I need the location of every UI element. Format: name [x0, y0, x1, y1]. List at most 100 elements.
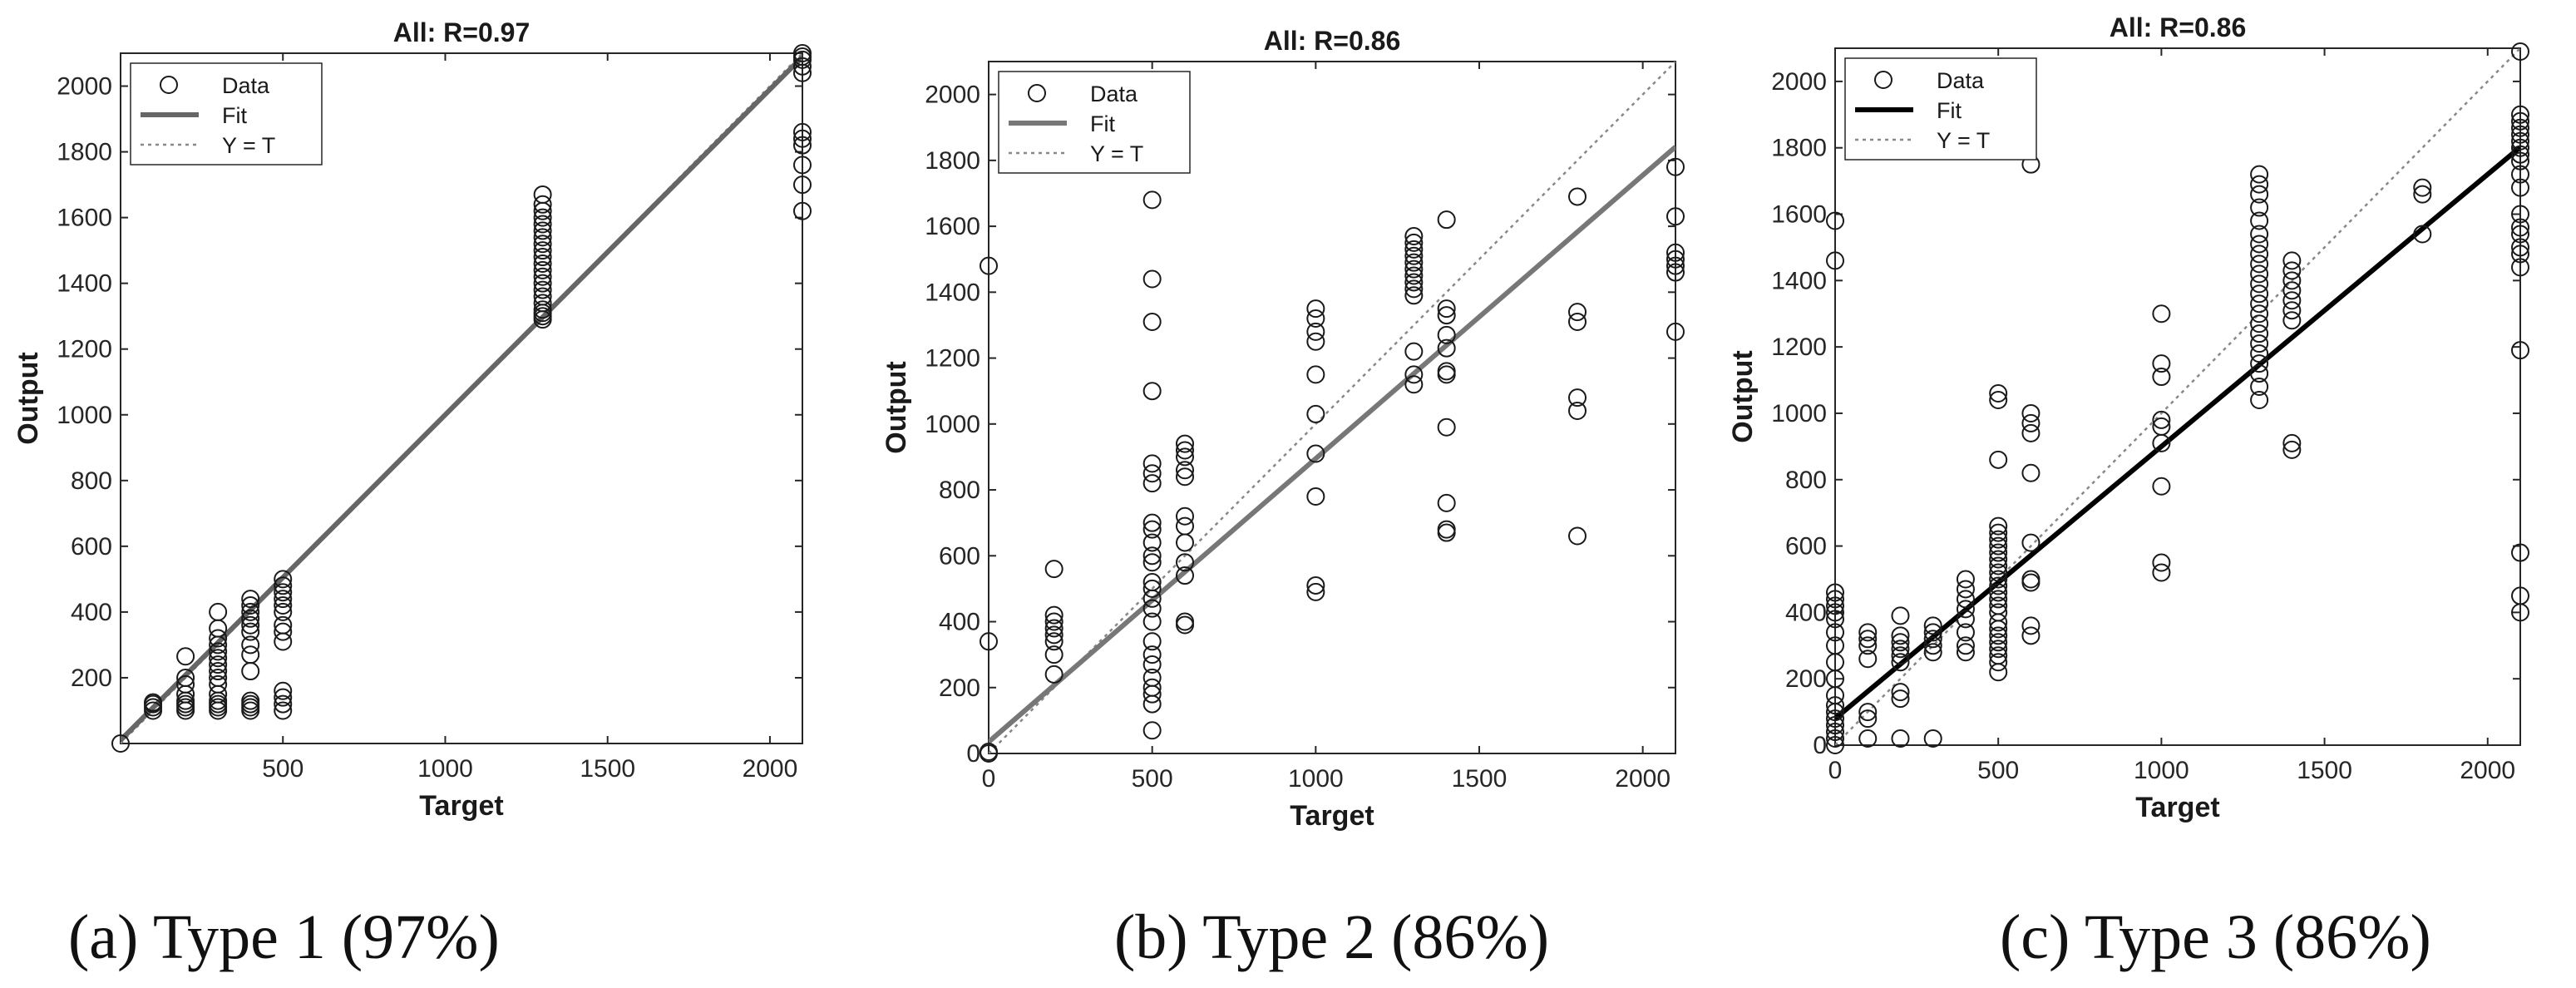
data-point [2413, 185, 2432, 204]
legend: Data Fit Y = T [1844, 57, 2037, 161]
data-point [533, 241, 552, 260]
data-point [209, 668, 228, 687]
data-point [1666, 256, 1685, 275]
data-point [1826, 623, 1844, 642]
data-point [2250, 235, 2269, 254]
y-tick-label: 0 [1813, 732, 1827, 759]
data-point [533, 280, 552, 299]
data-point [274, 615, 293, 635]
data-point [1142, 454, 1162, 473]
data-point [1142, 678, 1162, 697]
y-tick-label: 1600 [57, 205, 112, 232]
data-point [533, 274, 552, 293]
y-tick-label: 1600 [925, 213, 980, 240]
y-tick-label: 1800 [925, 147, 980, 175]
data-point [2021, 423, 2041, 442]
data-point [1989, 550, 2008, 569]
data-point [1176, 516, 1194, 536]
data-point [1956, 610, 1975, 629]
identity-line [1835, 48, 2520, 745]
data-point [241, 691, 260, 710]
data-point [2152, 417, 2171, 436]
data-point [2511, 131, 2529, 151]
data-point [1142, 382, 1162, 401]
data-point [1826, 211, 1844, 230]
data-point [1142, 513, 1162, 532]
data-point [1176, 434, 1194, 453]
data-point [1826, 251, 1844, 270]
data-point [1826, 603, 1844, 622]
x-tick-label: 0 [1828, 757, 1843, 784]
data-point [2152, 410, 2171, 429]
data-point [274, 701, 293, 720]
data-point [1404, 246, 1424, 265]
y-tick-label: 1400 [57, 270, 112, 298]
data-point [1142, 190, 1162, 210]
data-point [209, 629, 228, 648]
y-tick-label: 1200 [57, 336, 112, 363]
data-point [980, 632, 998, 651]
y-tick-label: 1400 [925, 279, 980, 306]
data-point [1891, 646, 1910, 665]
data-point [1044, 632, 1063, 651]
data-point [2511, 341, 2529, 360]
y-tick-label: 200 [939, 674, 980, 702]
x-tick-label: 2000 [743, 755, 798, 783]
data-point [980, 256, 998, 275]
data-point [2511, 111, 2529, 131]
data-point [1989, 646, 2008, 665]
data-point [2021, 533, 2041, 552]
data-point [533, 248, 552, 267]
x-tick-label: 1500 [580, 755, 635, 783]
data-point [1989, 603, 2008, 622]
legend-label: Fit [1090, 111, 1115, 136]
data-point [2511, 105, 2529, 124]
x-tick-label: 500 [1132, 765, 1173, 793]
data-point [2250, 344, 2269, 363]
data-point [1437, 493, 1456, 512]
data-point [1891, 689, 1910, 709]
data-point [241, 635, 260, 655]
data-point [1891, 633, 1910, 652]
y-tick-label: 1000 [57, 402, 112, 429]
legend-marker-data [1028, 84, 1046, 102]
data-point [793, 156, 812, 175]
data-point [1404, 259, 1424, 279]
data-point [1989, 543, 2008, 562]
data-point [1989, 633, 2008, 652]
data-point [2152, 563, 2171, 582]
data-point [2511, 145, 2529, 164]
y-tick-label: 2000 [925, 82, 980, 109]
data-point [2250, 175, 2269, 194]
data-point [2250, 211, 2269, 230]
data-point [1989, 450, 2008, 469]
y-tick-label: 1800 [57, 139, 112, 166]
x-tick-label: 500 [262, 755, 303, 783]
legend: Data Fit Y = T [998, 71, 1191, 174]
data-point [1666, 249, 1685, 269]
data-point [1568, 312, 1587, 331]
data-point [2152, 553, 2171, 572]
data-point [1404, 375, 1424, 394]
data-point [2250, 378, 2269, 397]
data-point [1923, 636, 1942, 655]
data-point [1956, 636, 1975, 655]
data-point [1956, 590, 1975, 609]
data-point [274, 602, 293, 621]
data-point [1858, 709, 1878, 729]
x-tick-label: 1500 [1452, 765, 1508, 793]
y-tick-label: 400 [939, 609, 980, 636]
data-point [1891, 626, 1910, 645]
data-point [1858, 623, 1878, 642]
data-point [1568, 303, 1587, 322]
data-point [2282, 261, 2302, 280]
data-point [1044, 645, 1063, 664]
x-axis-label: Target [2135, 792, 2219, 823]
data-points [111, 44, 812, 753]
data-point [209, 674, 228, 694]
data-point [1989, 530, 2008, 549]
data-point [2511, 138, 2529, 157]
data-points [1826, 42, 2529, 754]
data-point [274, 590, 293, 609]
